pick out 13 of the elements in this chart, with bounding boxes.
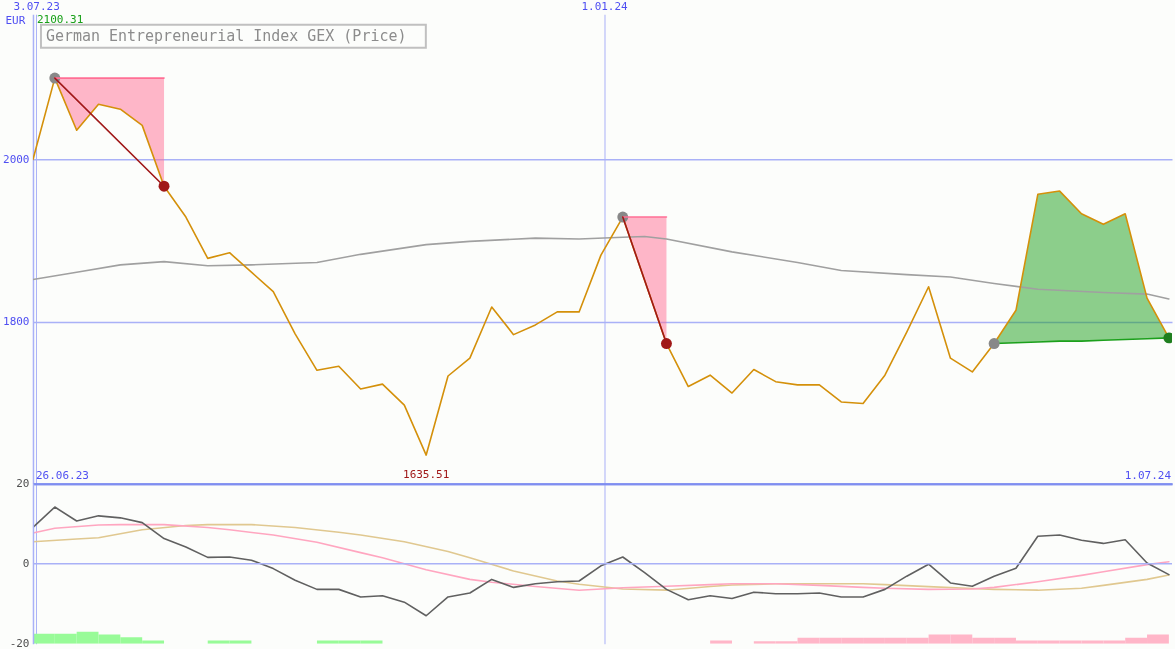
- y-tick-label: -20: [9, 637, 30, 650]
- y-tick-label: 20: [16, 477, 30, 491]
- x-tick-label: 1.01.24: [581, 0, 629, 13]
- x-tick-label: 3.07.23: [13, 0, 60, 13]
- y-tick-label: 2000: [3, 152, 30, 166]
- annotation: 1.07.24: [1124, 468, 1172, 482]
- annotation: 1635.51: [403, 468, 450, 482]
- annotation: 26.06.23: [35, 468, 89, 482]
- text: German Entrepreneurial Index GEX (Price): [45, 27, 407, 46]
- y-tick-label: 0: [22, 557, 30, 571]
- y-tick-label: 1800: [3, 315, 30, 329]
- y-axis-title: EUR: [5, 13, 26, 27]
- annotation: 2100.31: [36, 13, 84, 27]
